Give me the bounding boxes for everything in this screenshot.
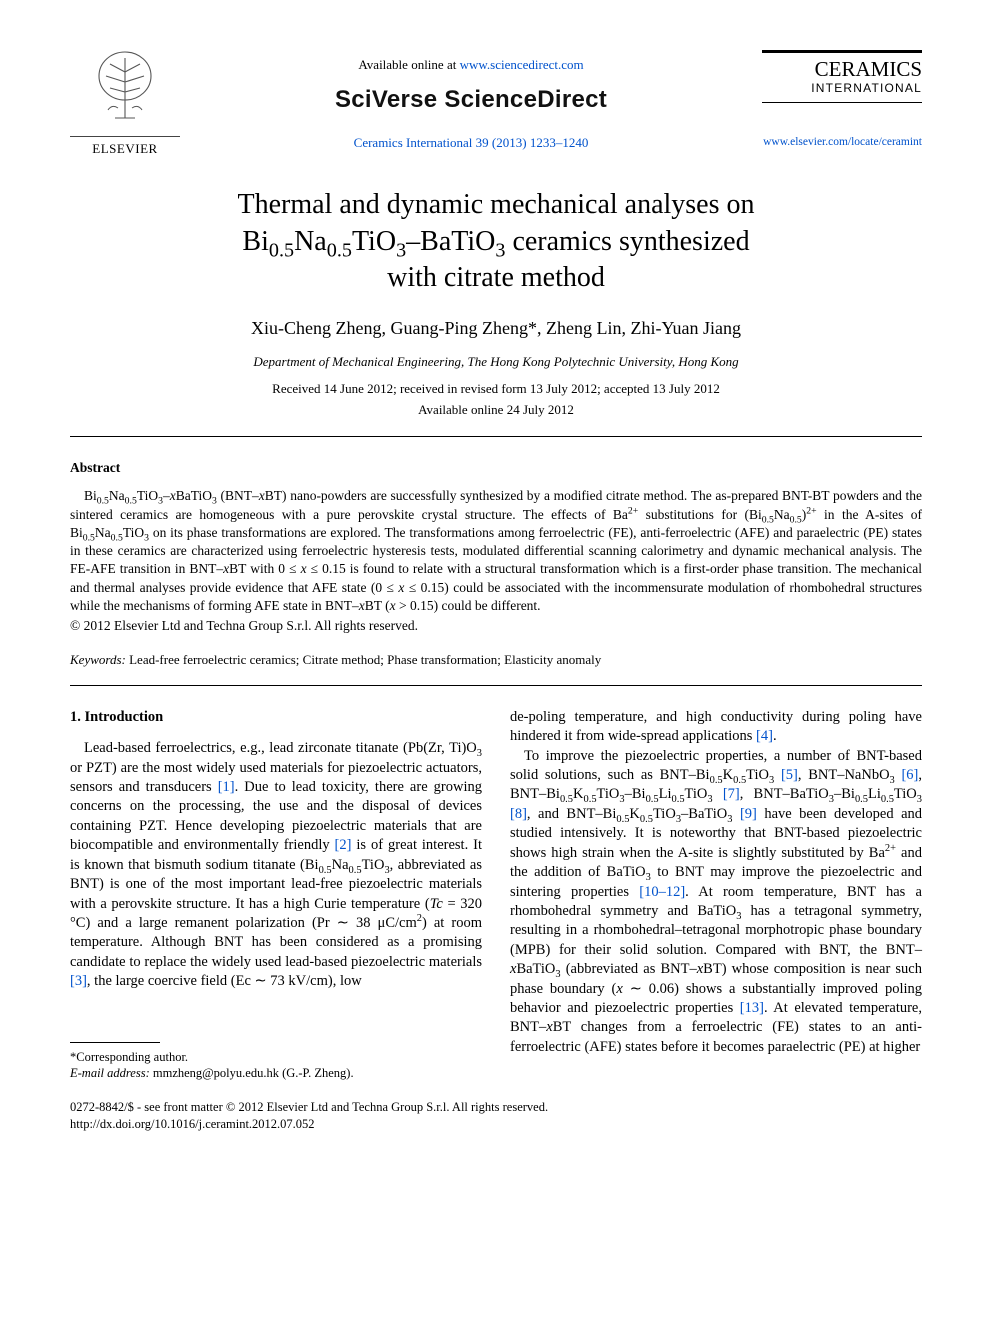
- abstract-copyright: © 2012 Elsevier Ltd and Techna Group S.r…: [70, 617, 922, 635]
- available-prefix: Available online at: [358, 57, 459, 72]
- right-column: de-poling temperature, and high conducti…: [510, 708, 922, 1081]
- abstract-heading: Abstract: [70, 459, 922, 477]
- article-history-line1: Received 14 June 2012; received in revis…: [70, 380, 922, 398]
- journal-subtitle: INTERNATIONAL: [762, 80, 922, 96]
- elsevier-label: ELSEVIER: [70, 136, 180, 158]
- body-columns: 1. Introduction Lead-based ferroelectric…: [70, 708, 922, 1081]
- journal-logo-block: CERAMICS INTERNATIONAL www.elsevier.com/…: [762, 50, 922, 151]
- keywords-label: Keywords:: [70, 652, 126, 667]
- elsevier-logo-block: ELSEVIER: [70, 50, 180, 157]
- divider: [70, 436, 922, 437]
- intro-para-2: To improve the piezoelectric properties,…: [510, 747, 922, 1058]
- left-column: 1. Introduction Lead-based ferroelectric…: [70, 708, 482, 1081]
- article-history-line2: Available online 24 July 2012: [70, 401, 922, 419]
- publisher-header: ELSEVIER Available online at www.science…: [70, 50, 922, 157]
- footer-copyright: 0272-8842/$ - see front matter © 2012 El…: [70, 1099, 922, 1116]
- corresponding-author-note: *Corresponding author.: [70, 1049, 482, 1065]
- keywords-text: Lead-free ferroelectric ceramics; Citrat…: [126, 652, 601, 667]
- author-list: Xiu-Cheng Zheng, Guang-Ping Zheng*, Zhen…: [70, 316, 922, 340]
- article-title: Thermal and dynamic mechanical analyses …: [110, 187, 882, 296]
- intro-para-1-cont: de-poling temperature, and high conducti…: [510, 708, 922, 747]
- sciencedirect-url[interactable]: www.sciencedirect.com: [460, 57, 584, 72]
- affiliation: Department of Mechanical Engineering, Th…: [70, 353, 922, 371]
- abstract-body: Bi0.5Na0.5TiO3–xBaTiO3 (BNT–xBT) nano-po…: [70, 487, 922, 615]
- email-label: E-mail address:: [70, 1066, 150, 1080]
- email-value: mmzheng@polyu.edu.hk (G.-P. Zheng).: [150, 1066, 354, 1080]
- section-1-heading: 1. Introduction: [70, 708, 482, 727]
- elsevier-tree-icon: [90, 50, 160, 126]
- journal-citation[interactable]: Ceramics International 39 (2013) 1233–12…: [180, 134, 762, 152]
- center-header: Available online at www.sciencedirect.co…: [180, 50, 762, 151]
- page-footer: 0272-8842/$ - see front matter © 2012 El…: [70, 1099, 922, 1133]
- intro-para-1: Lead-based ferroelectrics, e.g., lead zi…: [70, 739, 482, 991]
- divider: [70, 685, 922, 686]
- keywords-line: Keywords: Lead-free ferroelectric cerami…: [70, 651, 922, 669]
- abstract-text: Bi0.5Na0.5TiO3–xBaTiO3 (BNT–xBT) nano-po…: [70, 487, 922, 615]
- journal-title-box: CERAMICS INTERNATIONAL: [762, 50, 922, 103]
- email-footnote: E-mail address: mmzheng@polyu.edu.hk (G.…: [70, 1065, 482, 1081]
- sciverse-logo-text: SciVerse ScienceDirect: [180, 84, 762, 116]
- journal-homepage-url[interactable]: www.elsevier.com/locate/ceramint: [762, 135, 922, 151]
- abstract-section: Abstract Bi0.5Na0.5TiO3–xBaTiO3 (BNT–xBT…: [70, 459, 922, 635]
- footer-doi: http://dx.doi.org/10.1016/j.ceramint.201…: [70, 1116, 922, 1133]
- footnote-separator: [70, 1042, 160, 1043]
- journal-title: CERAMICS: [762, 59, 922, 80]
- available-online-line: Available online at www.sciencedirect.co…: [180, 56, 762, 74]
